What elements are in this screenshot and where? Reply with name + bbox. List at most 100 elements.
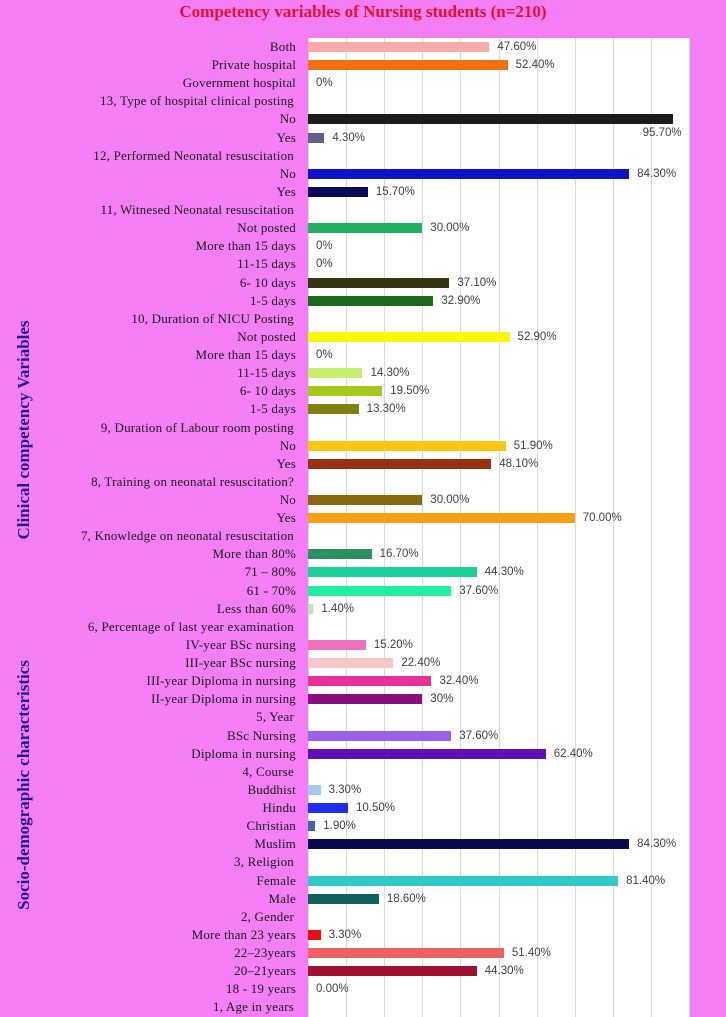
data-label: 15.20% (373, 638, 413, 651)
bar-label: III-year Diploma in nursing (146, 673, 296, 689)
bar (308, 893, 379, 904)
data-label: 3.30% (328, 783, 362, 796)
bar (308, 803, 348, 814)
bar-label: 71 – 80% (244, 564, 296, 580)
bar-label: 20–21years (234, 963, 296, 979)
data-label: 30.00% (430, 494, 470, 506)
plot-area (308, 38, 690, 1017)
data-label: 15.70% (375, 185, 415, 198)
category-heading: 4, Course (242, 763, 294, 779)
data-label: 10.50% (356, 802, 396, 815)
bar (308, 639, 366, 650)
bar-label: 11-15 days (237, 365, 296, 381)
bar (308, 839, 630, 850)
bar (308, 42, 490, 52)
bar-label: Not posted (237, 328, 296, 344)
category-heading: 5, Year (256, 709, 294, 725)
data-label: 14.30% (370, 367, 410, 380)
gridline (346, 38, 347, 1017)
data-label: 3.30% (328, 928, 362, 941)
bar-label: More than 23 years (191, 926, 296, 942)
category-heading: 6, Percentage of last year examination (87, 618, 294, 634)
bar (308, 223, 423, 234)
data-label: 0% (316, 349, 333, 362)
bar-label: Buddhist (247, 781, 296, 797)
clinical-group-label: Clinical competency Variables (0, 300, 48, 560)
bar-label: Yes (276, 183, 296, 199)
data-label: 19.50% (390, 385, 430, 398)
bar (308, 495, 423, 505)
bar-label: More than 15 days (195, 347, 296, 363)
bar-label: Government hospital (182, 75, 296, 91)
bar-label: Both (269, 39, 296, 54)
bar (308, 386, 383, 397)
data-label: 44.30% (484, 965, 524, 978)
category-heading: 12, Performed Neonatal resuscitation (93, 147, 294, 163)
data-label: 0.00% (316, 983, 349, 996)
bar (308, 277, 450, 288)
bar-label: Yes (276, 129, 296, 145)
bar (308, 132, 325, 143)
bar-label: Hindu (262, 800, 296, 816)
data-label: 32.40% (439, 675, 479, 688)
bar (308, 676, 432, 687)
category-heading: 10, Duration of NICU Posting (131, 310, 294, 326)
bar-label: Male (268, 890, 296, 906)
data-label: 22.40% (401, 657, 441, 670)
gridline (651, 38, 652, 1017)
bar (308, 295, 434, 306)
socio-group-label-text: Socio-demographic characteristics (14, 660, 33, 910)
data-label: 95.70% (642, 127, 682, 140)
gridline (499, 38, 500, 1017)
data-label: 30.00% (430, 222, 470, 235)
bar-label: 11-15 days (237, 256, 296, 272)
bar-label: 6- 10 days (239, 274, 296, 290)
bar (308, 784, 321, 795)
bar-label: 18 - 19 years (225, 981, 296, 997)
data-label: 51.90% (513, 439, 553, 452)
bar (308, 821, 316, 832)
bar (308, 748, 546, 759)
data-label: 70.00% (582, 512, 622, 525)
bar (308, 567, 477, 578)
bar-label: Diploma in nursing (191, 745, 296, 761)
category-heading: 3, Religion (234, 854, 294, 870)
bar (308, 875, 619, 886)
bar (308, 549, 372, 560)
data-label: 37.60% (459, 584, 499, 597)
bar-label: Not posted (237, 220, 296, 236)
category-heading: 2, Gender (240, 908, 294, 924)
data-label: 37.10% (457, 276, 497, 289)
bar-label: BSc Nursing (226, 727, 296, 743)
clinical-group-label-text: Clinical competency Variables (14, 320, 33, 540)
data-label: 84.30% (637, 167, 677, 180)
data-label: 18.60% (386, 892, 426, 905)
data-label: 0% (316, 240, 333, 253)
data-label: 47.60% (497, 41, 537, 53)
data-label: 30% (430, 693, 454, 706)
category-heading: 13, Type of hospital clinical posting (99, 93, 294, 109)
bar-label: Less than 60% (216, 600, 296, 616)
data-label: 48.10% (499, 457, 539, 470)
bar (308, 168, 630, 179)
gridline (537, 38, 538, 1017)
bar (308, 929, 321, 940)
bar-label: No (279, 492, 296, 507)
data-label: 4.30% (332, 131, 365, 144)
bar-label: No (279, 111, 296, 127)
bar-label: 61 - 70% (246, 582, 296, 598)
bar-label: Private hospital (211, 57, 296, 73)
bar-label: More than 15 days (195, 238, 296, 254)
socio-group-label: Socio-demographic characteristics (0, 640, 48, 930)
gridline (689, 38, 690, 1017)
bar-label: Christian (246, 818, 296, 834)
data-label: 84.30% (637, 838, 677, 851)
gridline (575, 38, 576, 1017)
bar-label: 6- 10 days (239, 383, 296, 399)
gridline (460, 38, 461, 1017)
bar-label: II-year Diploma in nursing (151, 691, 296, 707)
bar-label: 1-5 days (249, 401, 296, 417)
bar (308, 368, 363, 379)
bar-label: IV-year BSc nursing (185, 636, 296, 652)
bar (308, 603, 314, 614)
